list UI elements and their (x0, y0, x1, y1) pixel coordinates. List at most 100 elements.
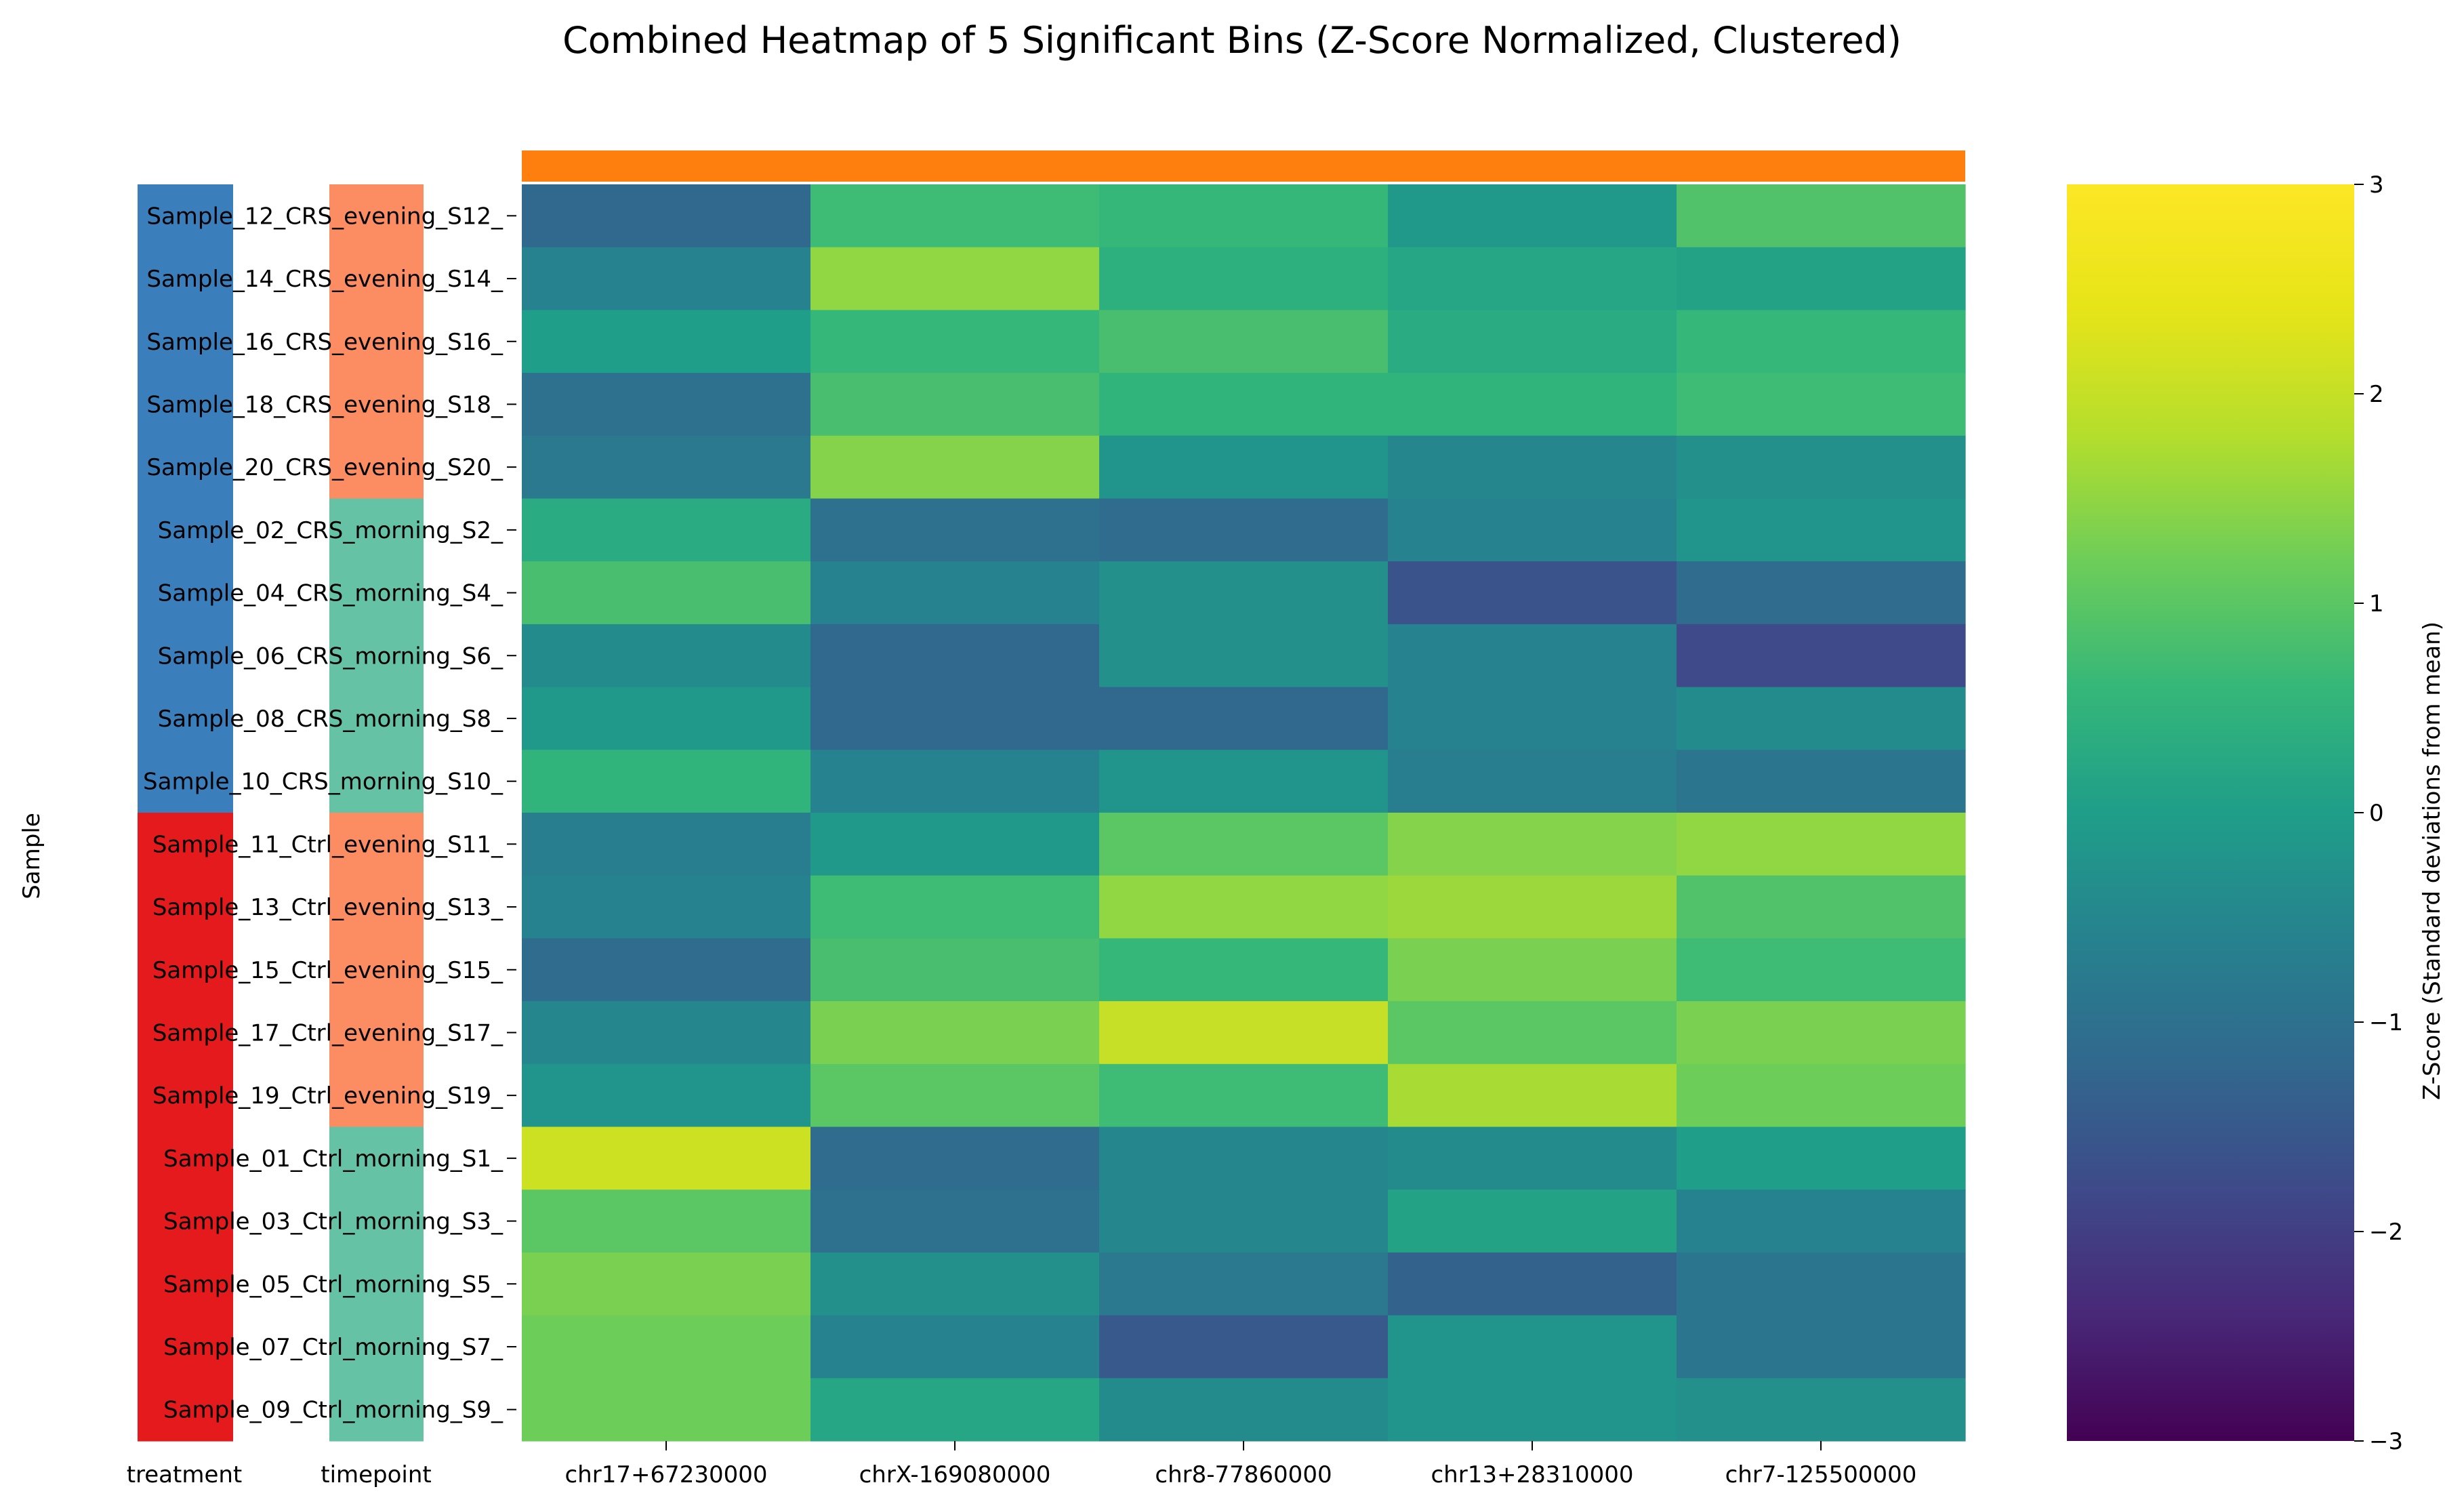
timepoint-cell (329, 498, 424, 562)
timepoint-cell (329, 687, 424, 750)
heatmap-cell (1099, 750, 1389, 813)
treatment-annotation-strip (138, 184, 233, 1442)
heatmap-cell (1388, 813, 1677, 876)
column-label: chr8-77860000 (1155, 1461, 1332, 1488)
column-labels: chr17+67230000 chrX-169080000 chr8-7786000… (564, 1441, 1916, 1488)
treatment-cell (138, 435, 233, 500)
colorbar-tick-label: −3 (2369, 1428, 2403, 1455)
heatmap-cell (1099, 687, 1389, 750)
heatmap-cell (1388, 750, 1677, 813)
heatmap-cell (810, 184, 1100, 248)
heatmap-cells (522, 184, 1966, 1442)
heatmap-cell (522, 435, 811, 500)
treatment-cell (138, 624, 233, 688)
heatmap-cell (522, 1315, 811, 1379)
timepoint-annotation-strip (329, 184, 424, 1442)
heatmap-cell (1677, 624, 1966, 688)
y-axis-label: Sample (18, 813, 45, 899)
heatmap-cell (1677, 1063, 1966, 1128)
row-label: Sample_02_CRS_morning_S2_ (158, 517, 504, 544)
heatmap-cell (810, 1126, 1100, 1190)
colorbar-tick-label: 3 (2369, 171, 2384, 199)
treatment-cell (138, 561, 233, 625)
timepoint-cell (329, 435, 424, 500)
heatmap-cell (1099, 561, 1389, 625)
heatmap-cell (810, 373, 1100, 436)
heatmap-cell (810, 687, 1100, 750)
heatmap-cell (522, 750, 811, 813)
heatmap-cell (1388, 1252, 1677, 1316)
heatmap-cell (1677, 184, 1966, 248)
heatmap-cell (522, 1378, 811, 1442)
heatmap-cell (1388, 561, 1677, 625)
heatmap-cell (810, 624, 1100, 688)
timepoint-strip-label: timepoint (321, 1461, 432, 1488)
timepoint-cell (329, 624, 424, 688)
treatment-cell (138, 875, 233, 939)
treatment-cell (138, 1190, 233, 1253)
heatmap-cell (1099, 1378, 1389, 1442)
column-label: chrX-169080000 (859, 1461, 1051, 1488)
heatmap-cell (1388, 1378, 1677, 1442)
heatmap-cell (1388, 1001, 1677, 1065)
timepoint-cell (329, 813, 424, 876)
timepoint-cell (329, 310, 424, 373)
heatmap-cell (522, 310, 811, 373)
row-label: Sample_11_Ctrl_evening_S11_ (152, 831, 504, 858)
column-label: chr7-125500000 (1725, 1461, 1917, 1488)
heatmap-cell (1388, 938, 1677, 1002)
heatmap-cell (1388, 1063, 1677, 1128)
treatment-cell (138, 1378, 233, 1442)
timepoint-cell (329, 184, 424, 248)
row-label: Sample_08_CRS_morning_S8_ (158, 706, 504, 733)
timepoint-cell (329, 1063, 424, 1128)
row-label: Sample_07_Ctrl_morning_S7_ (163, 1334, 504, 1361)
heatmap-cell (810, 435, 1100, 500)
heatmap-cell (1388, 875, 1677, 939)
treatment-cell (138, 310, 233, 373)
heatmap-cell (1099, 1063, 1389, 1128)
row-label: Sample_14_CRS_evening_S14_ (146, 266, 504, 293)
heatmap-cell (522, 1001, 811, 1065)
timepoint-cell (329, 1252, 424, 1316)
heatmap-cell (1388, 498, 1677, 562)
column-label: chr13+28310000 (1431, 1461, 1633, 1488)
heatmap-cell (522, 498, 811, 562)
heatmap-cell (810, 875, 1100, 939)
treatment-cell (138, 373, 233, 436)
heatmap-cell (522, 373, 811, 436)
heatmap-cell (1677, 1126, 1966, 1190)
heatmap-cell (810, 1378, 1100, 1442)
treatment-cell (138, 1063, 233, 1128)
heatmap-cell (1677, 435, 1966, 500)
treatment-cell (138, 247, 233, 310)
row-label: Sample_19_Ctrl_evening_S19_ (152, 1082, 504, 1110)
heatmap-cell (1388, 373, 1677, 436)
heatmap-cell (1099, 1001, 1389, 1065)
heatmap-cell (522, 687, 811, 750)
heatmap-cell (1388, 310, 1677, 373)
heatmap-cell (1099, 624, 1389, 688)
row-label: Sample_15_Ctrl_evening_S15_ (152, 957, 504, 984)
timepoint-cell (329, 1190, 424, 1253)
heatmap-cell (810, 750, 1100, 813)
heatmap-cell (810, 310, 1100, 373)
timepoint-cell (329, 1378, 424, 1442)
heatmap-cell (1388, 1190, 1677, 1253)
timepoint-cell (329, 373, 424, 436)
heatmap-cell (1677, 687, 1966, 750)
heatmap-cell (1677, 1315, 1966, 1379)
heatmap-cell (1388, 435, 1677, 500)
row-label: Sample_06_CRS_morning_S6_ (158, 643, 504, 670)
treatment-cell (138, 687, 233, 750)
colorbar-tick-label: −2 (2369, 1219, 2403, 1246)
heatmap-cell (1099, 1252, 1389, 1316)
row-label: Sample_17_Ctrl_evening_S17_ (152, 1019, 504, 1046)
heatmap-cell (1099, 1315, 1389, 1379)
timepoint-cell (329, 561, 424, 625)
heatmap-cell (1388, 247, 1677, 310)
heatmap-cell (810, 1063, 1100, 1128)
heatmap-cell (522, 938, 811, 1002)
heatmap-cell (1677, 1001, 1966, 1065)
